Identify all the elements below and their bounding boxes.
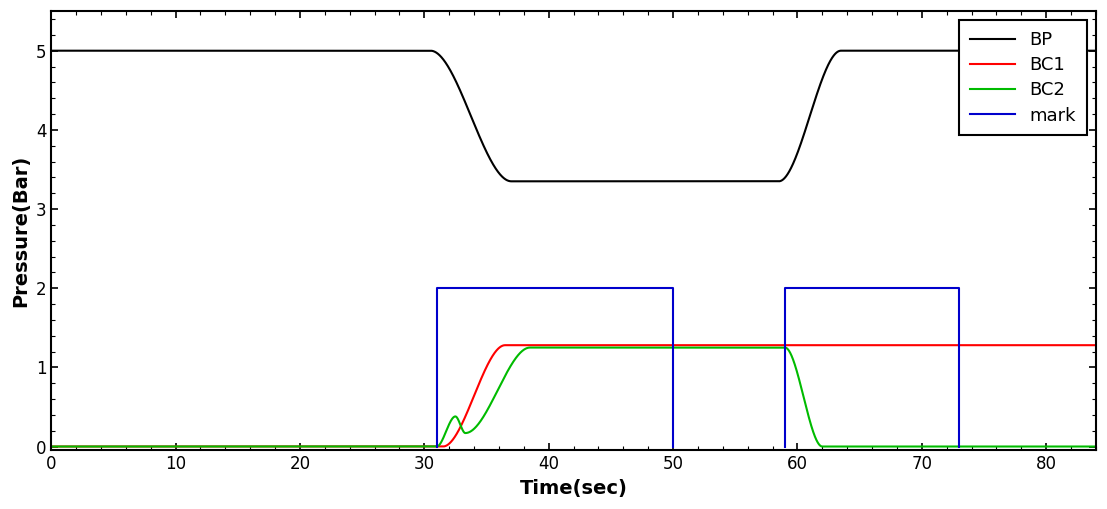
BC1 <box>44 443 58 449</box>
BP <box>715 178 728 184</box>
BC2 <box>1022 443 1035 449</box>
BC1 <box>539 342 552 348</box>
Line: mark: mark <box>436 288 673 446</box>
BP <box>304 48 318 54</box>
BC2 <box>793 377 806 383</box>
Line: BC1: BC1 <box>51 345 1096 446</box>
X-axis label: Time(sec): Time(sec) <box>519 479 628 498</box>
BC1 <box>715 342 728 348</box>
BC1 <box>676 342 690 348</box>
Y-axis label: Pressure(Bar): Pressure(Bar) <box>11 155 30 307</box>
BC1 <box>793 342 806 348</box>
BC2 <box>676 345 690 351</box>
mark <box>666 443 680 449</box>
BC2 <box>44 443 58 449</box>
mark <box>430 443 443 449</box>
BP <box>44 48 58 54</box>
Line: BC2: BC2 <box>51 348 1096 446</box>
BC1 <box>1089 342 1103 348</box>
BP <box>505 178 518 184</box>
BC2 <box>304 443 318 449</box>
BC2 <box>539 345 552 351</box>
BC1 <box>1022 342 1035 348</box>
BP <box>539 178 552 184</box>
BC1 <box>498 342 511 348</box>
BP <box>676 178 690 184</box>
BP <box>1022 48 1035 54</box>
mark <box>666 285 680 291</box>
Legend: BP, BC1, BC2, mark: BP, BC1, BC2, mark <box>959 20 1087 135</box>
Line: BP: BP <box>51 51 1096 181</box>
mark <box>430 285 443 291</box>
BC2 <box>715 345 728 351</box>
BP <box>1089 48 1103 54</box>
BC2 <box>524 345 537 351</box>
BC1 <box>304 443 318 449</box>
BC2 <box>1089 443 1103 449</box>
BP <box>793 145 806 151</box>
